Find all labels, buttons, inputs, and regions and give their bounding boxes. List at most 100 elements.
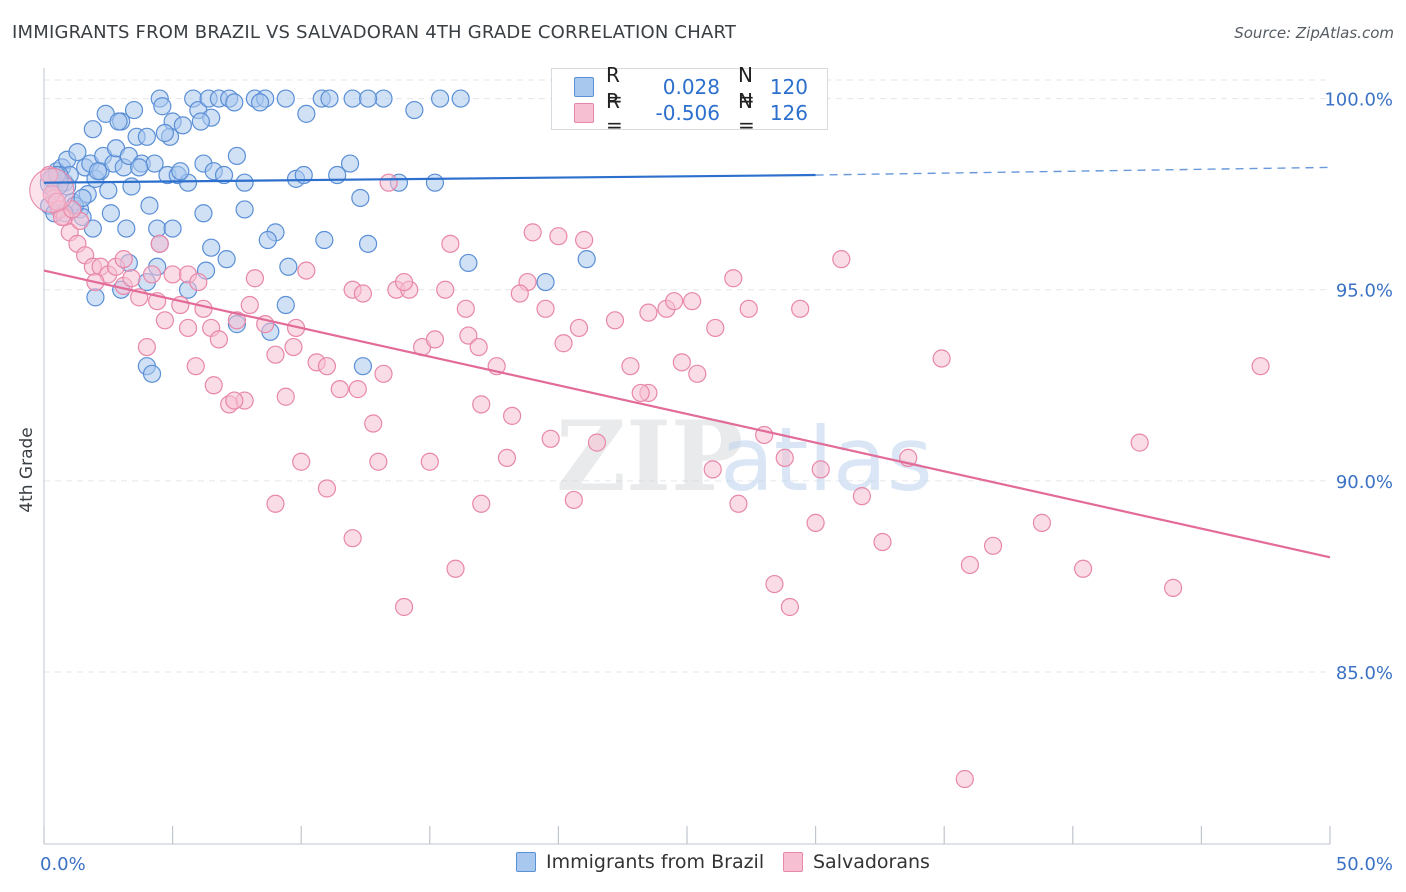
salvadoran-point [575,230,594,250]
salvadoran-point [765,574,784,594]
brazil-point [430,89,450,108]
brazil-point [297,104,316,123]
bottom-legend-swatch-blue [516,852,536,872]
legend-n-label: N = [738,63,755,111]
salvadoran-point [266,345,285,364]
brazil-point [130,158,149,177]
legend-row-brazil: R = 0.028 N = 120 [574,63,808,111]
brazil-point [153,97,172,116]
trend-line-salvadoran [43,269,1331,559]
y-axis-label: 4th Grade [17,427,37,513]
trend-lines [43,166,1331,559]
salvadoran-point [932,349,951,368]
brazil-point [320,89,339,108]
salvadoran-point [425,330,445,349]
brazil-point [155,123,174,143]
bottom-legend-brazil: Immigrants from Brazil [516,851,764,873]
salvadoran-point [394,272,414,292]
legend-r-label: R = [606,89,623,137]
salvadoran-point [364,414,383,433]
source-note: Source: ZipAtlas.com [1234,24,1394,42]
salvadoran-point [189,272,208,292]
stats-legend: R = 0.028 N = 120 R = -0.506 N = 126 [551,63,828,137]
y-tick-labels: 85.0% 90.0% 95.0% 100.0% [1324,90,1393,684]
salvadoran-point [178,318,198,338]
salvadoran-point [122,269,141,288]
salvadoran-point [441,234,460,253]
gridlines [44,79,1330,673]
salvadoran-point [155,311,174,330]
salvadoran-point [806,513,825,532]
brazil-point [235,173,254,192]
salvadoran-point [227,311,246,330]
brazil-point [101,204,120,223]
brazil-point [227,146,246,166]
salvadoran-point [639,303,658,322]
brazil-point [225,93,244,112]
legend-swatch-blue [574,77,594,97]
x-tick-labels: 0.0% 50.0% [40,854,1393,875]
brazil-point [374,89,393,108]
salvadoran-point [186,357,205,376]
salvadoran-point [142,265,162,284]
salvadoran-point [536,299,555,318]
salvadoran-point [204,376,223,395]
salvadoran-point [665,292,684,311]
brazil-point [88,162,108,181]
brazil-point [148,219,167,238]
salvadoran-point [343,529,362,548]
brazil-point [86,288,105,307]
salvadoran-point [469,337,488,357]
brazil-point [214,165,234,185]
y-tick-label: 100.0% [1324,90,1393,111]
brazil-point [137,127,156,146]
salvadoran-cluster [29,167,75,213]
salvadoran-point [541,429,560,448]
salvadoran-point [549,227,568,246]
salvadoran-point [446,559,465,578]
watermark-atlas: atlas [720,408,933,511]
salvadoran-point [1130,433,1149,452]
brazil-point [276,89,295,108]
brazil-point [194,204,213,223]
brazil-point [124,100,144,120]
salvadoran-point [811,460,830,479]
brazil-point [117,219,136,238]
watermark: ZIP atlas [556,400,933,513]
brazil-point [122,177,141,196]
brazil-point [163,219,182,238]
salvadoran-point [739,299,758,318]
salvadoran-point [317,479,337,498]
brazil-point [142,364,162,383]
bottom-legend-salvadoran: Salvadorans [783,851,930,873]
x-tick-label-min: 0.0% [40,854,86,875]
salvadoran-point [1164,578,1183,597]
brazil-point [235,200,254,219]
salvadoran-point [672,353,691,372]
bottom-legend-label: Immigrants from Brazil [546,851,765,873]
brazil-point [173,116,192,135]
salvadoran-point [459,326,478,345]
bottom-legend-label: Salvadorans [813,851,930,873]
salvadoran-point [703,460,722,479]
salvadoran-point [780,597,799,617]
trend-line-brazil-extension [815,166,1331,176]
salvadoran-point [523,223,542,242]
salvadoran-point [374,364,393,383]
salvadoran-point [706,318,725,338]
legend-n-label: N = [738,89,755,137]
legend-r-value: 0.028 [662,75,720,99]
series-salvadoran-points [29,165,1270,789]
salvadoran-point [688,364,707,383]
legend-n-value: 120 [769,75,808,99]
brazil-point [109,112,128,131]
brazil-point [405,100,424,120]
salvadoran-point [852,487,871,506]
salvadoran-point [420,452,439,471]
salvadoran-point [394,597,414,617]
salvadoran-point [791,299,810,318]
brazil-point [536,272,555,292]
legend-swatch-pink [574,103,594,123]
salvadoran-point [456,299,475,318]
